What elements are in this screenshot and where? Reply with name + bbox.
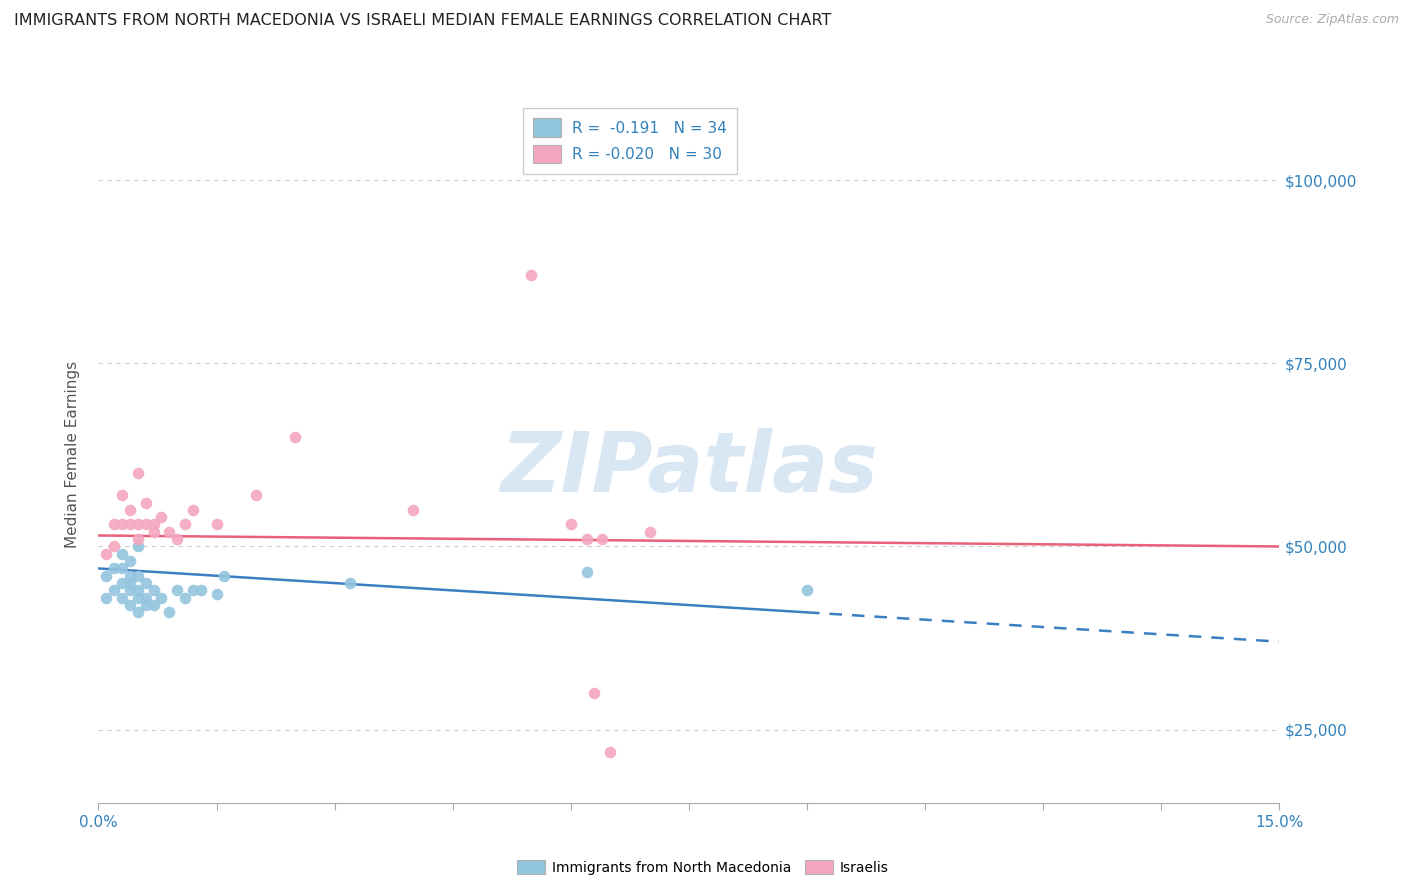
- Point: [118, 517, 141, 532]
- Point: [142, 583, 165, 598]
- Point: [205, 517, 228, 532]
- Point: [575, 532, 598, 546]
- Point: [166, 583, 188, 598]
- Point: [520, 268, 543, 283]
- Point: [181, 583, 204, 598]
- Point: [103, 583, 125, 598]
- Point: [127, 583, 149, 598]
- Point: [111, 576, 134, 591]
- Point: [118, 583, 141, 598]
- Point: [103, 517, 125, 532]
- Point: [284, 429, 307, 443]
- Text: IMMIGRANTS FROM NORTH MACEDONIA VS ISRAELI MEDIAN FEMALE EARNINGS CORRELATION CH: IMMIGRANTS FROM NORTH MACEDONIA VS ISRAE…: [14, 13, 831, 29]
- Point: [157, 524, 180, 539]
- Point: [103, 561, 125, 575]
- Text: Source: ZipAtlas.com: Source: ZipAtlas.com: [1265, 13, 1399, 27]
- Point: [142, 524, 165, 539]
- Point: [118, 598, 141, 612]
- Point: [796, 583, 818, 598]
- Point: [142, 517, 165, 532]
- Point: [103, 540, 125, 554]
- Point: [135, 598, 157, 612]
- Point: [135, 591, 157, 605]
- Legend: Immigrants from North Macedonia, Israelis: Immigrants from North Macedonia, Israeli…: [512, 855, 894, 880]
- Point: [591, 532, 613, 546]
- Point: [127, 517, 149, 532]
- Point: [135, 576, 157, 591]
- Legend: R =  -0.191   N = 34, R = -0.020   N = 30: R = -0.191 N = 34, R = -0.020 N = 30: [523, 108, 737, 174]
- Point: [111, 517, 134, 532]
- Point: [190, 583, 212, 598]
- Point: [638, 524, 661, 539]
- Point: [150, 510, 173, 524]
- Point: [111, 488, 134, 502]
- Point: [96, 591, 118, 605]
- Point: [174, 591, 197, 605]
- Point: [118, 554, 141, 568]
- Point: [127, 606, 149, 620]
- Point: [157, 606, 180, 620]
- Text: ZIPatlas: ZIPatlas: [501, 428, 877, 509]
- Point: [127, 540, 149, 554]
- Point: [111, 591, 134, 605]
- Point: [118, 503, 141, 517]
- Point: [339, 576, 361, 591]
- Point: [135, 495, 157, 509]
- Point: [402, 503, 425, 517]
- Point: [245, 488, 267, 502]
- Point: [96, 547, 118, 561]
- Point: [118, 568, 141, 582]
- Point: [127, 467, 149, 481]
- Point: [127, 532, 149, 546]
- Point: [214, 568, 236, 582]
- Point: [560, 517, 582, 532]
- Point: [118, 576, 141, 591]
- Point: [111, 547, 134, 561]
- Point: [96, 568, 118, 582]
- Point: [599, 745, 621, 759]
- Point: [127, 591, 149, 605]
- Point: [142, 598, 165, 612]
- Point: [150, 591, 173, 605]
- Y-axis label: Median Female Earnings: Median Female Earnings: [65, 361, 80, 549]
- Point: [575, 565, 598, 579]
- Point: [166, 532, 188, 546]
- Point: [583, 686, 606, 700]
- Point: [205, 587, 228, 601]
- Point: [127, 568, 149, 582]
- Point: [181, 503, 204, 517]
- Point: [135, 517, 157, 532]
- Point: [174, 517, 197, 532]
- Point: [111, 561, 134, 575]
